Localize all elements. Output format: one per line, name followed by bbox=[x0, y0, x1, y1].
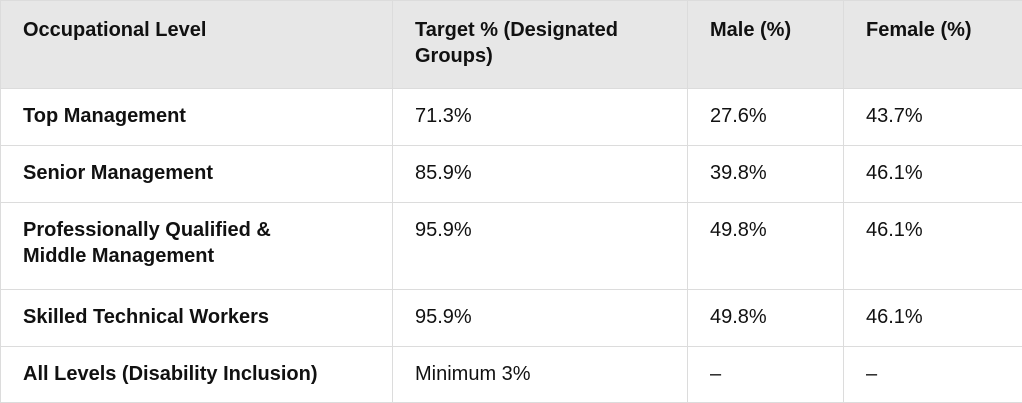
cell-value: 49.8% bbox=[710, 304, 823, 330]
row-label-cell: Top Management bbox=[1, 89, 393, 146]
row-label: Professionally Qualified & Middle Manage… bbox=[23, 217, 293, 269]
cell-value: 49.8% bbox=[710, 217, 823, 243]
value-cell: 49.8% bbox=[688, 290, 844, 347]
header-text: Male (%) bbox=[710, 17, 823, 43]
cell-value: 39.8% bbox=[710, 160, 823, 186]
table-row: Skilled Technical Workers 95.9% 49.8% 46.1% bbox=[1, 290, 1022, 347]
value-cell: 95.9% bbox=[393, 290, 688, 347]
table-row: Top Management 71.3% 27.6% 43.7% bbox=[1, 89, 1022, 146]
cell-value: 46.1% bbox=[866, 304, 1002, 330]
row-label-cell: Skilled Technical Workers bbox=[1, 290, 393, 347]
value-cell: 49.8% bbox=[688, 203, 844, 290]
header-cell: Female (%) bbox=[844, 1, 1022, 89]
cell-value: 27.6% bbox=[710, 103, 823, 129]
header-text: Target % (Designated Groups) bbox=[415, 17, 665, 69]
header-text: Occupational Level bbox=[23, 17, 372, 43]
cell-value: 43.7% bbox=[866, 103, 1002, 129]
header-cell: Target % (Designated Groups) bbox=[393, 1, 688, 89]
table-row: All Levels (Disability Inclusion) Minimum… bbox=[1, 347, 1022, 403]
cell-value: – bbox=[710, 361, 823, 387]
value-cell: 43.7% bbox=[844, 89, 1022, 146]
table-header: Occupational Level Target % (Designated G… bbox=[1, 1, 1022, 89]
cell-value: 71.3% bbox=[415, 103, 667, 129]
header-row: Occupational Level Target % (Designated G… bbox=[1, 1, 1022, 89]
cell-value: 95.9% bbox=[415, 217, 667, 243]
value-cell: – bbox=[844, 347, 1022, 403]
value-cell: 39.8% bbox=[688, 146, 844, 203]
row-label-cell: All Levels (Disability Inclusion) bbox=[1, 347, 393, 403]
value-cell: 46.1% bbox=[844, 203, 1022, 290]
table-row: Senior Management 85.9% 39.8% 46.1% bbox=[1, 146, 1022, 203]
row-label-cell: Senior Management bbox=[1, 146, 393, 203]
value-cell: 46.1% bbox=[844, 146, 1022, 203]
value-cell: 71.3% bbox=[393, 89, 688, 146]
header-cell: Occupational Level bbox=[1, 1, 393, 89]
cell-value: 95.9% bbox=[415, 304, 667, 330]
value-cell: – bbox=[688, 347, 844, 403]
value-cell: 46.1% bbox=[844, 290, 1022, 347]
cell-value: – bbox=[866, 361, 1002, 387]
header-cell: Male (%) bbox=[688, 1, 844, 89]
value-cell: 95.9% bbox=[393, 203, 688, 290]
cell-value: 46.1% bbox=[866, 160, 1002, 186]
cell-value: 46.1% bbox=[866, 217, 1002, 243]
row-label: All Levels (Disability Inclusion) bbox=[23, 361, 372, 387]
value-cell: Minimum 3% bbox=[393, 347, 688, 403]
row-label-cell: Professionally Qualified & Middle Manage… bbox=[1, 203, 393, 290]
row-label: Top Management bbox=[23, 103, 372, 129]
cell-value: 85.9% bbox=[415, 160, 667, 186]
row-label: Skilled Technical Workers bbox=[23, 304, 372, 330]
value-cell: 85.9% bbox=[393, 146, 688, 203]
table-body: Top Management 71.3% 27.6% 43.7% Senior Mana… bbox=[1, 89, 1022, 403]
table-row: Professionally Qualified & Middle Manage… bbox=[1, 203, 1022, 290]
header-text: Female (%) bbox=[866, 17, 1002, 43]
value-cell: 27.6% bbox=[688, 89, 844, 146]
cell-value: Minimum 3% bbox=[415, 361, 667, 387]
row-label: Senior Management bbox=[23, 160, 372, 186]
